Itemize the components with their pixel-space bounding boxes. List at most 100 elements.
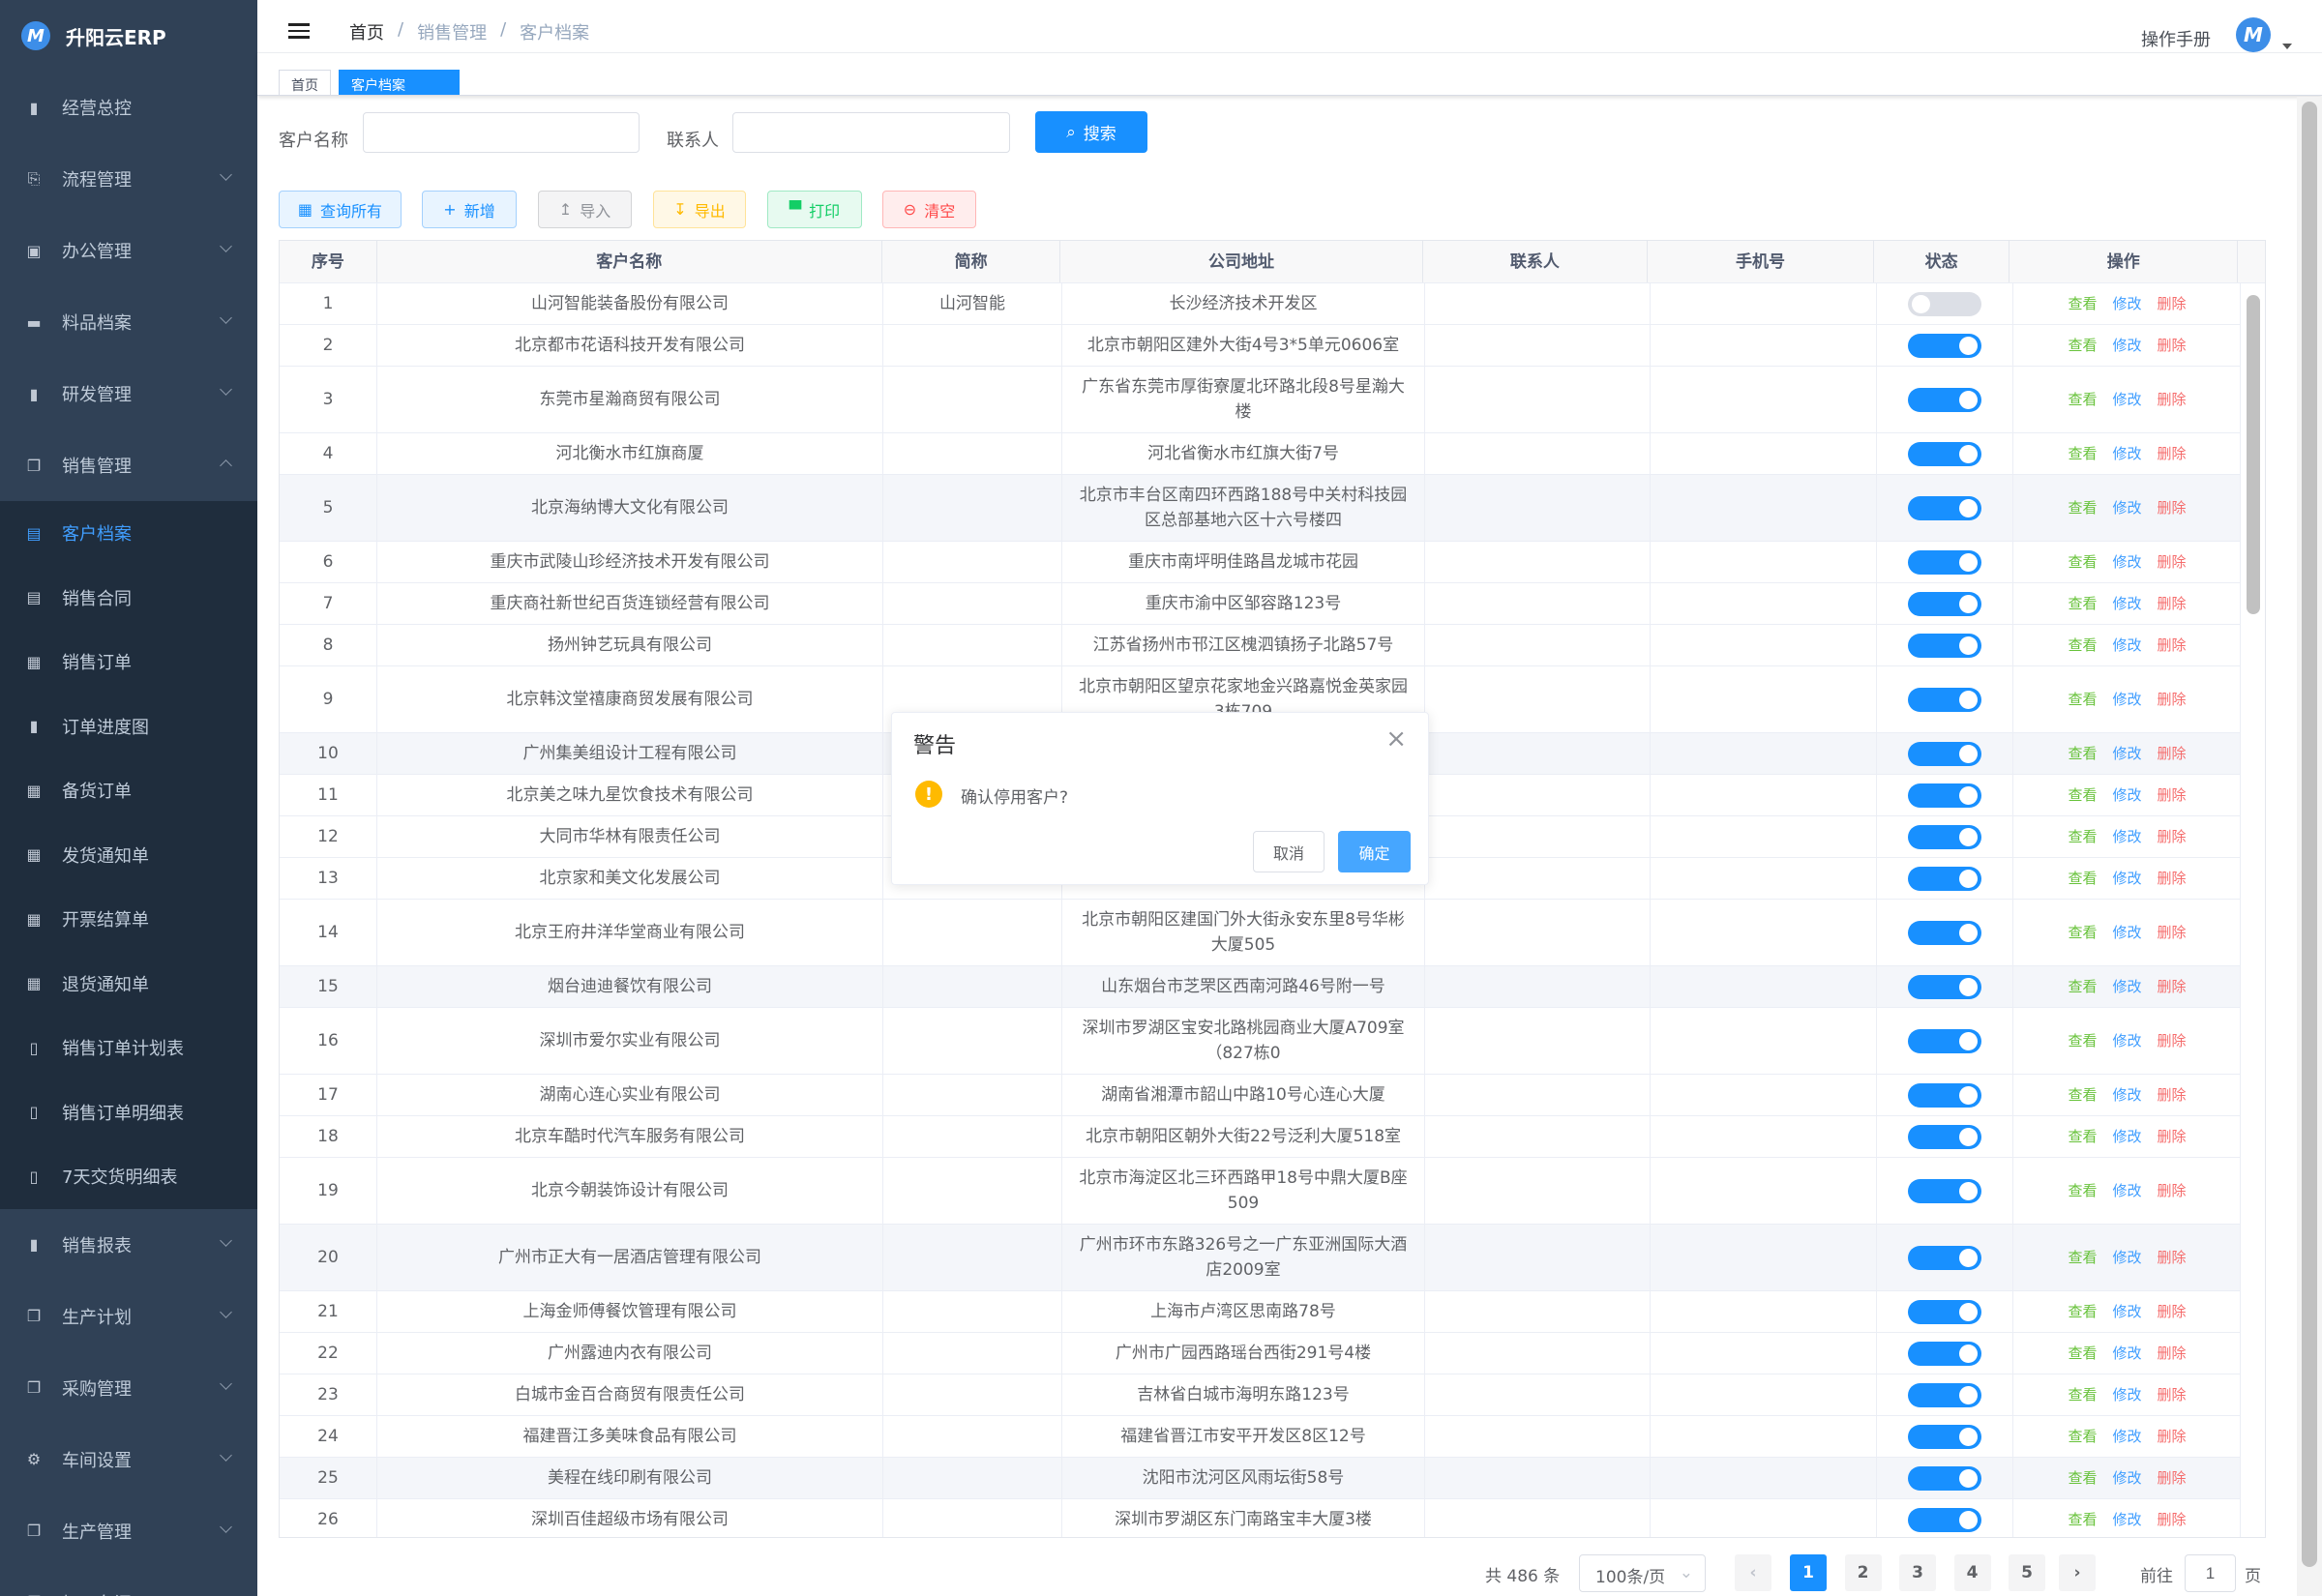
edit-link[interactable]: 修改 [2112, 337, 2142, 354]
status-toggle[interactable] [1908, 1507, 1981, 1532]
status-toggle[interactable] [1908, 333, 1981, 358]
breadcrumb-home[interactable]: 首页 [349, 23, 384, 44]
delete-link[interactable]: 删除 [2157, 870, 2187, 887]
status-toggle[interactable] [1908, 920, 1981, 945]
next-page-button[interactable]: › [2059, 1554, 2096, 1591]
edit-link[interactable]: 修改 [2112, 1249, 2142, 1266]
delete-link[interactable]: 删除 [2157, 1032, 2187, 1049]
view-link[interactable]: 查看 [2068, 295, 2098, 312]
edit-link[interactable]: 修改 [2112, 1386, 2142, 1404]
sidebar-subitem[interactable]: ▤ 销售合同 [0, 565, 257, 630]
view-link[interactable]: 查看 [2068, 870, 2098, 887]
table-scrollbar[interactable] [2240, 283, 2265, 1537]
edit-link[interactable]: 修改 [2112, 828, 2142, 845]
hamburger-icon[interactable] [288, 23, 310, 39]
edit-link[interactable]: 修改 [2112, 1303, 2142, 1320]
page-button[interactable]: 2 [1844, 1554, 1882, 1591]
delete-link[interactable]: 删除 [2157, 636, 2187, 654]
view-link[interactable]: 查看 [2068, 1249, 2098, 1266]
delete-link[interactable]: 删除 [2157, 978, 2187, 995]
view-link[interactable]: 查看 [2068, 978, 2098, 995]
edit-link[interactable]: 修改 [2112, 445, 2142, 462]
status-toggle[interactable] [1908, 974, 1981, 999]
edit-link[interactable]: 修改 [2112, 1469, 2142, 1487]
status-toggle[interactable] [1908, 1465, 1981, 1491]
sidebar-subitem[interactable]: ▤ 客户档案 [0, 501, 257, 566]
view-link[interactable]: 查看 [2068, 595, 2098, 612]
status-toggle[interactable] [1908, 441, 1981, 466]
status-toggle[interactable] [1908, 824, 1981, 849]
sidebar-subitem[interactable]: ▦ 发货通知单 [0, 822, 257, 887]
delete-link[interactable]: 删除 [2157, 1249, 2187, 1266]
edit-link[interactable]: 修改 [2112, 1032, 2142, 1049]
status-toggle[interactable] [1908, 1424, 1981, 1449]
delete-link[interactable]: 删除 [2157, 445, 2187, 462]
edit-link[interactable]: 修改 [2112, 1428, 2142, 1445]
edit-link[interactable]: 修改 [2112, 786, 2142, 804]
view-link[interactable]: 查看 [2068, 828, 2098, 845]
sidebar-item[interactable]: ▮ 研发管理 [0, 358, 257, 429]
page-button[interactable]: 4 [1953, 1554, 1991, 1591]
status-toggle[interactable] [1908, 1299, 1981, 1324]
status-toggle[interactable] [1908, 591, 1981, 616]
avatar[interactable]: M [2236, 17, 2271, 52]
sidebar-item[interactable]: ▮ 销售报表 [0, 1209, 257, 1281]
goto-page-input[interactable] [2185, 1554, 2236, 1592]
export-button[interactable]: ↧ 导出 [653, 191, 746, 228]
edit-link[interactable]: 修改 [2112, 595, 2142, 612]
delete-link[interactable]: 删除 [2157, 337, 2187, 354]
sidebar-subitem[interactable]: ▯ 7天交货明细表 [0, 1144, 257, 1209]
status-toggle[interactable] [1908, 1178, 1981, 1203]
status-toggle[interactable] [1908, 866, 1981, 891]
edit-link[interactable]: 修改 [2112, 636, 2142, 654]
edit-link[interactable]: 修改 [2112, 870, 2142, 887]
delete-link[interactable]: 删除 [2157, 924, 2187, 941]
status-toggle[interactable] [1908, 741, 1981, 766]
delete-link[interactable]: 删除 [2157, 786, 2187, 804]
edit-link[interactable]: 修改 [2112, 1511, 2142, 1528]
sidebar-subitem[interactable]: ▦ 退货通知单 [0, 951, 257, 1016]
edit-link[interactable]: 修改 [2112, 1128, 2142, 1145]
search-button[interactable]: ⌕ 搜索 [1035, 111, 1147, 153]
delete-link[interactable]: 删除 [2157, 1428, 2187, 1445]
status-toggle[interactable] [1908, 1082, 1981, 1108]
delete-link[interactable]: 删除 [2157, 553, 2187, 571]
clear-button[interactable]: ⊖ 清空 [882, 191, 976, 228]
page-button[interactable]: 5 [2009, 1554, 2045, 1591]
sidebar-item[interactable]: ▣ 办公管理 [0, 215, 257, 286]
tag-customer[interactable]: 客户档案 [339, 70, 460, 95]
table-scrollbar-thumb[interactable] [2247, 295, 2260, 614]
view-link[interactable]: 查看 [2068, 1182, 2098, 1199]
status-toggle[interactable] [1908, 387, 1981, 412]
print-button[interactable]: ▀ 打印 [767, 191, 862, 228]
confirm-button[interactable]: 确定 [1338, 831, 1411, 872]
sidebar-subitem[interactable]: ▦ 开票结算单 [0, 887, 257, 952]
delete-link[interactable]: 删除 [2157, 1303, 2187, 1320]
sidebar-item[interactable]: ❐ 销售管理 [0, 429, 257, 501]
view-link[interactable]: 查看 [2068, 691, 2098, 708]
status-toggle[interactable] [1908, 291, 1981, 316]
delete-link[interactable]: 删除 [2157, 1386, 2187, 1404]
delete-link[interactable]: 删除 [2157, 391, 2187, 408]
status-toggle[interactable] [1908, 687, 1981, 712]
view-link[interactable]: 查看 [2068, 391, 2098, 408]
view-link[interactable]: 查看 [2068, 786, 2098, 804]
view-link[interactable]: 查看 [2068, 1086, 2098, 1104]
edit-link[interactable]: 修改 [2112, 745, 2142, 762]
sidebar-subitem[interactable]: ▦ 销售订单 [0, 630, 257, 695]
delete-link[interactable]: 删除 [2157, 1086, 2187, 1104]
status-toggle[interactable] [1908, 1245, 1981, 1270]
close-icon[interactable]: × [1385, 724, 1407, 754]
sidebar-item[interactable]: ⎘ 流程管理 [0, 143, 257, 215]
sidebar-item[interactable]: ❐ 生产计划 [0, 1281, 257, 1352]
view-link[interactable]: 查看 [2068, 924, 2098, 941]
delete-link[interactable]: 删除 [2157, 499, 2187, 517]
view-link[interactable]: 查看 [2068, 1469, 2098, 1487]
view-link[interactable]: 查看 [2068, 337, 2098, 354]
status-toggle[interactable] [1908, 1028, 1981, 1053]
edit-link[interactable]: 修改 [2112, 1086, 2142, 1104]
status-toggle[interactable] [1908, 495, 1981, 520]
status-toggle[interactable] [1908, 1341, 1981, 1366]
import-button[interactable]: ↥ 导入 [538, 191, 632, 228]
page-scrollbar[interactable] [2297, 97, 2322, 1596]
